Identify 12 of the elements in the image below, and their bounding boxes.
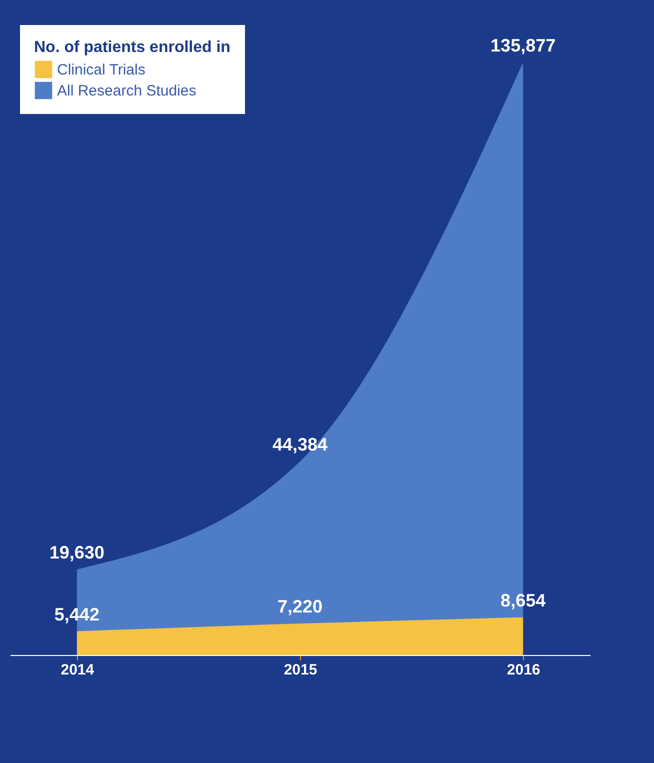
data-label: 19,630 bbox=[49, 542, 104, 562]
legend-label: All Research Studies bbox=[57, 82, 196, 100]
x-tick-label: 2016 bbox=[506, 662, 540, 678]
legend-label: Clinical Trials bbox=[57, 62, 146, 78]
data-label: 7,220 bbox=[277, 596, 323, 617]
data-label: 44,384 bbox=[272, 434, 328, 454]
data-label: 135,877 bbox=[490, 35, 556, 56]
data-label: 8,654 bbox=[500, 590, 546, 610]
x-tick-label: 2015 bbox=[284, 662, 318, 678]
x-tick-label: 2014 bbox=[60, 662, 95, 678]
data-label: 5,442 bbox=[54, 604, 100, 624]
legend-title: No. of patients enrolled in bbox=[34, 39, 230, 56]
